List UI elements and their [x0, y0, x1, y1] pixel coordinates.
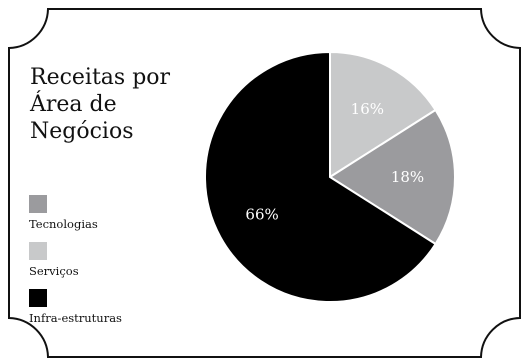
pie-label-infra-estruturas: 66% [245, 205, 278, 223]
chart-title-line-3: Negócios [30, 119, 134, 144]
pie-slice-servicos [329, 50, 437, 179]
legend: Tecnologias Serviços Infra-estruturas [29, 195, 122, 336]
legend-swatch-infra-estruturas [29, 289, 47, 307]
pie-label-tecnologias: 18% [391, 168, 424, 186]
chart-title-line-2: Área de [30, 92, 117, 117]
legend-item-servicos: Serviços [29, 242, 122, 289]
legend-label-tecnologias: Tecnologias [29, 217, 98, 231]
chart-title-line-1: Receitas por [30, 65, 171, 90]
chart-title: Receitas por Área de Negócios [30, 64, 190, 145]
pie-slice-infra-estruturas [204, 50, 437, 303]
legend-item-infra-estruturas: Infra-estruturas [29, 289, 122, 336]
legend-swatch-servicos [29, 242, 47, 260]
pie-slice-tecnologias [328, 108, 456, 246]
legend-label-servicos: Serviços [29, 264, 79, 278]
legend-item-tecnologias: Tecnologias [29, 195, 122, 242]
legend-swatch-tecnologias [29, 195, 47, 213]
pie-label-servicos: 16% [351, 100, 384, 118]
legend-label-infra-estruturas: Infra-estruturas [29, 311, 122, 325]
